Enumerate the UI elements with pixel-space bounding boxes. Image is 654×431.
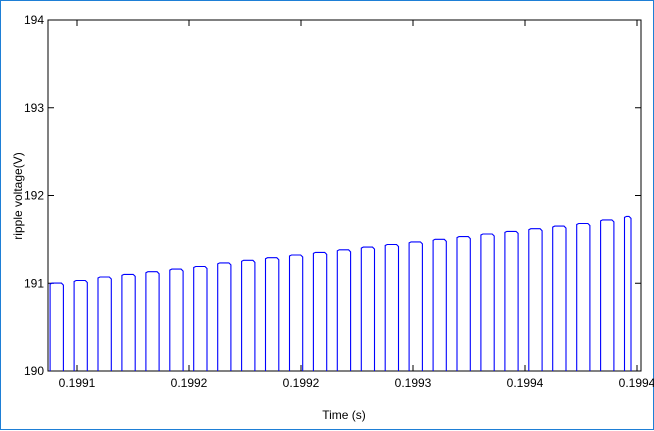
ripple-pulse	[456, 236, 471, 371]
x-tick-label: 0.1994	[619, 376, 654, 390]
x-tick-label: 0.1991	[59, 376, 96, 390]
ripple-pulse	[552, 225, 567, 371]
ripple-pulse	[408, 241, 423, 371]
ripple-pulse	[528, 228, 543, 371]
ripple-pulse	[264, 257, 280, 371]
x-axis-label: Time (s)	[322, 408, 366, 422]
ripple-pulse	[384, 243, 400, 371]
ripple-pulse	[480, 233, 495, 371]
ripple-pulse	[121, 273, 136, 371]
ripple-pulse	[504, 230, 519, 371]
series-layer	[49, 215, 632, 371]
plot-area	[47, 19, 642, 372]
ripple-pulse	[623, 215, 632, 371]
y-tick-label: 193	[24, 101, 44, 115]
ripple-pulse	[145, 271, 160, 371]
ripple-pulse	[193, 265, 208, 371]
y-tick-label: 194	[24, 13, 44, 27]
x-tick-label: 0.1992	[283, 376, 320, 390]
ripple-pulse	[73, 279, 88, 371]
ripple-pulse	[360, 246, 376, 371]
x-axis: 0.1991 0.1992 0.1992 0.1993 0.1994 0.1994	[59, 20, 654, 390]
ripple-pulse	[288, 254, 304, 371]
ripple-pulse	[169, 268, 184, 371]
ripple-pulse	[49, 282, 64, 371]
ripple-pulse	[312, 251, 328, 371]
ripple-pulse	[241, 259, 256, 371]
y-axis-label: ripple voltage(V)	[11, 152, 25, 239]
x-tick-label: 0.1993	[395, 376, 432, 390]
x-tick-label: 0.1994	[507, 376, 544, 390]
y-tick-label: 192	[24, 189, 44, 203]
y-axis: 190 191 192 193 194	[24, 13, 641, 378]
ripple-pulse	[217, 262, 232, 371]
ripple-pulse	[97, 276, 112, 371]
x-tick-label: 0.1992	[171, 376, 208, 390]
y-tick-label: 190	[24, 364, 44, 378]
ripple-pulse	[432, 238, 447, 371]
ripple-pulse	[576, 222, 591, 371]
y-tick-label: 191	[24, 276, 44, 290]
ripple-pulse	[600, 219, 615, 371]
ripple-pulse	[336, 249, 352, 371]
